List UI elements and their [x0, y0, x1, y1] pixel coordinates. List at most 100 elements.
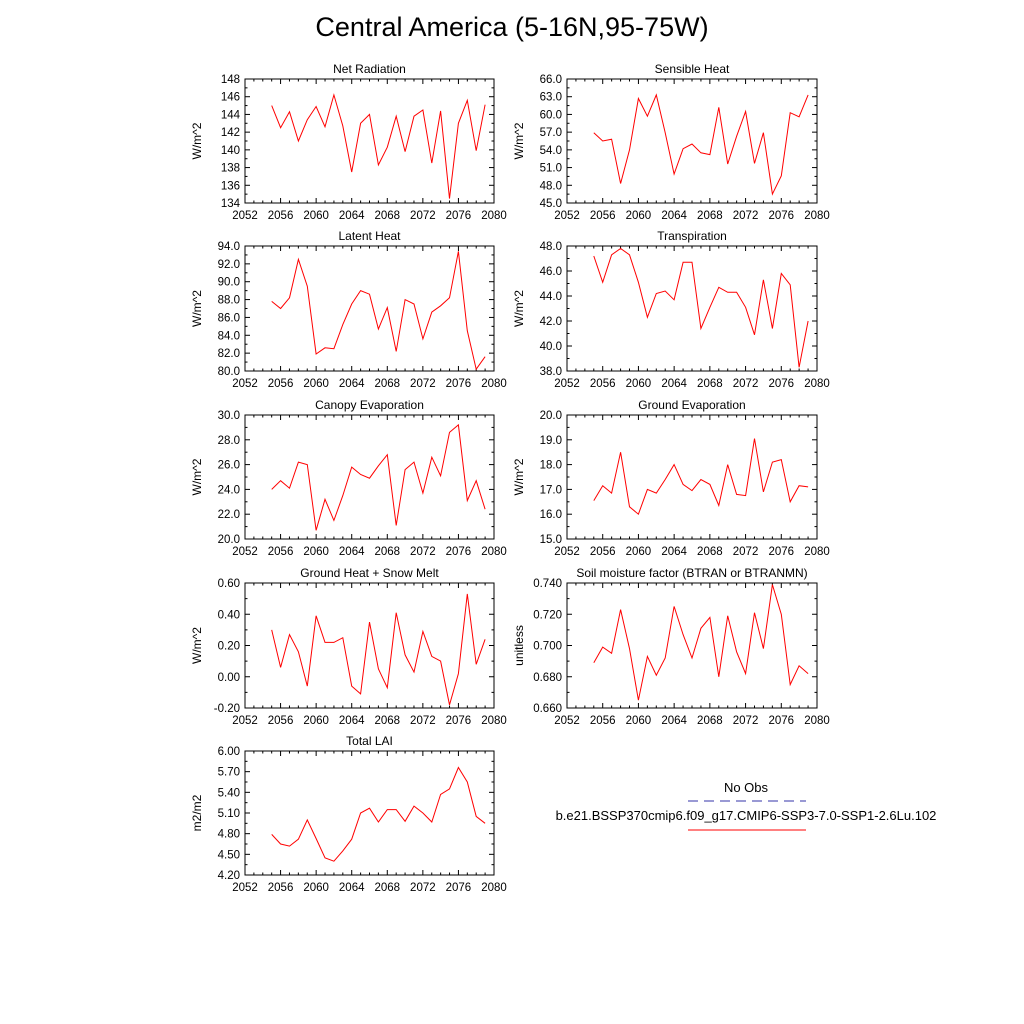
series-line	[593, 584, 809, 701]
plot-frame	[244, 750, 495, 876]
series-line	[593, 438, 809, 516]
y-tick-label: 0.40	[218, 609, 240, 621]
x-tick-label: 2080	[481, 715, 507, 727]
x-tick-label: 2064	[661, 210, 687, 222]
panel-9: Total LAI m2/m2 2052 2056 2060 2064 2068 2072 20…	[190, 734, 507, 894]
x-tick-label: 2052	[232, 378, 258, 390]
series-line	[593, 93, 809, 196]
x-tick-label: 2076	[446, 882, 472, 894]
y-tick-label: 40.0	[540, 341, 562, 353]
x-tick-label: 2052	[554, 546, 580, 558]
panel-7: Ground Heat + Snow Melt W/m^2 2052 2056 2060…	[190, 566, 507, 727]
x-tick-label: 2052	[232, 546, 258, 558]
y-tick-label: 63.0	[540, 92, 562, 104]
x-tick-label: 2072	[410, 210, 436, 222]
panel-title: Ground Heat + Snow Melt	[300, 566, 439, 580]
x-tick-label: 2068	[697, 546, 723, 558]
y-tick-label: 60.0	[540, 109, 562, 121]
x-tick-label: 2068	[374, 546, 400, 558]
x-tick-label: 2076	[768, 715, 794, 727]
x-tick-label: 2052	[232, 715, 258, 727]
panel-title: Canopy Evaporation	[315, 398, 424, 412]
x-tick-label: 2060	[626, 715, 652, 727]
x-tick-label: 2056	[268, 546, 294, 558]
y-tick-label: 80.0	[218, 366, 240, 378]
y-axis-label: W/m^2	[512, 122, 526, 159]
plot-frame	[244, 582, 495, 709]
series-line	[271, 251, 486, 371]
y-axis-label: W/m^2	[190, 627, 204, 664]
panel-title: Net Radiation	[333, 62, 406, 76]
x-tick-label: 2060	[303, 715, 329, 727]
y-axis-label: unitless	[512, 625, 526, 666]
y-tick-label: 90.0	[218, 277, 240, 289]
y-tick-label: 148	[221, 74, 240, 86]
x-tick-label: 2064	[661, 715, 687, 727]
panel-4: Transpiration W/m^2 2052 2056 2060 2064 2068 20…	[512, 229, 830, 390]
x-tick-label: 2064	[339, 210, 365, 222]
x-tick-label: 2080	[481, 882, 507, 894]
x-tick-label: 2060	[626, 210, 652, 222]
panel-title: Transpiration	[657, 229, 727, 243]
y-tick-label: 138	[221, 163, 240, 175]
x-tick-label: 2076	[446, 378, 472, 390]
x-tick-label: 2072	[410, 715, 436, 727]
y-tick-label: 6.00	[218, 746, 240, 758]
x-tick-label: 2080	[804, 210, 830, 222]
y-tick-label: 17.0	[540, 484, 562, 496]
x-tick-label: 2072	[733, 715, 759, 727]
figure-title: Central America (5-16N,95-75W)	[315, 12, 709, 42]
y-tick-label: 136	[221, 180, 240, 192]
x-tick-label: 2052	[554, 715, 580, 727]
x-tick-label: 2056	[590, 715, 616, 727]
legend-obs-label: No Obs	[724, 780, 769, 795]
y-tick-label: 0.720	[533, 609, 562, 621]
panel-6: Ground Evaporation W/m^2 2052 2056 2060 2064 2…	[512, 398, 830, 558]
y-tick-label: 57.0	[540, 127, 562, 139]
x-tick-label: 2072	[733, 210, 759, 222]
y-tick-label: 20.0	[540, 410, 562, 422]
series-line	[271, 766, 486, 862]
y-tick-label: 0.680	[533, 672, 562, 684]
y-tick-label: 86.0	[218, 312, 240, 324]
x-tick-label: 2060	[626, 378, 652, 390]
y-axis-label: W/m^2	[512, 458, 526, 495]
y-tick-label: 42.0	[540, 316, 562, 328]
legend: No Obs b.e21.BSSP370cmip6.f09_g17.CMIP6-S…	[556, 780, 936, 831]
x-tick-label: 2056	[590, 210, 616, 222]
y-tick-label: 16.0	[540, 509, 562, 521]
x-tick-label: 2068	[697, 378, 723, 390]
x-tick-label: 2056	[590, 546, 616, 558]
plot-frame	[244, 245, 495, 372]
x-tick-label: 2060	[303, 546, 329, 558]
y-tick-label: 144	[221, 109, 241, 121]
x-tick-label: 2064	[661, 546, 687, 558]
y-tick-label: 46.0	[540, 266, 562, 278]
y-axis-label: W/m^2	[190, 122, 204, 159]
y-tick-label: 38.0	[540, 366, 562, 378]
x-tick-label: 2056	[590, 378, 616, 390]
y-tick-label: 0.740	[533, 578, 562, 590]
x-tick-label: 2060	[303, 378, 329, 390]
y-tick-label: 84.0	[218, 330, 240, 342]
x-tick-label: 2056	[268, 378, 294, 390]
y-tick-label: 5.70	[218, 767, 240, 779]
x-tick-label: 2056	[268, 210, 294, 222]
series-line	[593, 247, 809, 368]
x-tick-label: 2072	[410, 546, 436, 558]
y-axis-label: m2/m2	[190, 794, 204, 831]
y-tick-label: 20.0	[218, 534, 240, 546]
x-tick-label: 2076	[768, 378, 794, 390]
x-tick-label: 2068	[697, 210, 723, 222]
x-tick-label: 2060	[626, 546, 652, 558]
x-tick-label: 2064	[661, 378, 687, 390]
y-tick-label: 0.700	[533, 641, 562, 653]
panel-title: Soil moisture factor (BTRAN or BTRANMN)	[576, 566, 807, 580]
y-tick-label: 146	[221, 92, 240, 104]
x-tick-label: 2068	[374, 882, 400, 894]
x-tick-label: 2076	[768, 210, 794, 222]
y-tick-label: 15.0	[540, 534, 562, 546]
x-tick-label: 2056	[268, 715, 294, 727]
x-tick-label: 2068	[374, 378, 400, 390]
